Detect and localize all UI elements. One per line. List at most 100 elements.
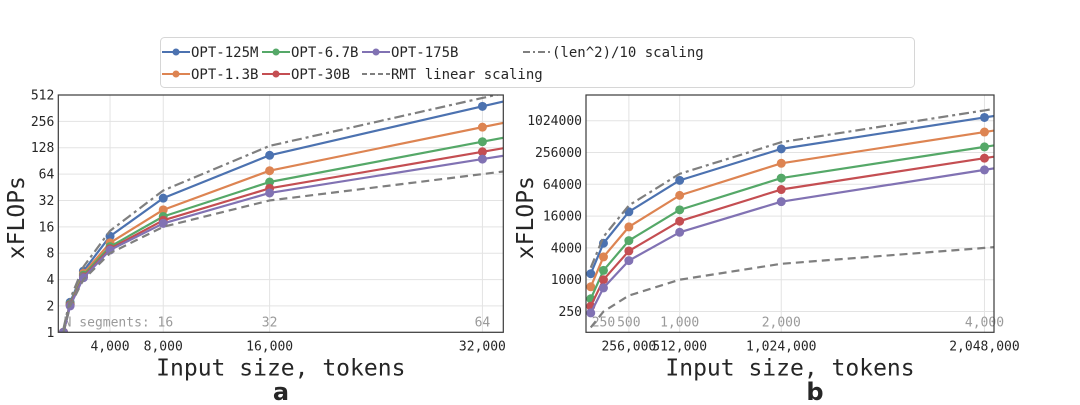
data-point bbox=[979, 153, 989, 163]
y-tick-label: 1024000 bbox=[527, 114, 582, 129]
data-point bbox=[776, 173, 786, 183]
data-point bbox=[776, 144, 786, 154]
legend-marker bbox=[272, 70, 280, 78]
data-point bbox=[78, 273, 88, 283]
data-point bbox=[477, 101, 487, 111]
legend-item: OPT-1.3B bbox=[162, 67, 258, 83]
data-point bbox=[477, 147, 487, 157]
chart-panel-a: 1 2 4 8 16 32 64 128 256 512 4,000 8,000 16,000 32,00… bbox=[4, 89, 506, 405]
data-point bbox=[265, 188, 275, 198]
y-tick-label: 128 bbox=[31, 141, 54, 156]
series-group bbox=[58, 95, 504, 333]
data-point bbox=[979, 127, 989, 137]
legend-item: OPT-30B bbox=[262, 67, 350, 83]
y-tick-label: 4 bbox=[46, 273, 54, 288]
data-point bbox=[586, 282, 596, 292]
legend-label: RMT linear scaling bbox=[391, 67, 543, 83]
legend-item: (len^2)/10 scaling bbox=[523, 45, 704, 61]
data-point bbox=[675, 227, 685, 237]
y-tick-label: 2 bbox=[46, 299, 54, 314]
data-point bbox=[477, 154, 487, 164]
x-tick-label: 32,000 bbox=[459, 339, 506, 354]
y-tick-label: 4000 bbox=[551, 241, 582, 256]
y-axis-label: xFLOPs bbox=[513, 176, 539, 259]
y-tick-label: 16 bbox=[39, 220, 55, 235]
x-tick-label: 2,048,000 bbox=[949, 339, 1019, 354]
data-point bbox=[776, 197, 786, 207]
series-line-opt-30b bbox=[589, 155, 994, 307]
legend-frame bbox=[160, 37, 915, 88]
x-tick-label: 8,000 bbox=[144, 339, 183, 354]
x-tick-label: 1,024,000 bbox=[746, 339, 816, 354]
data-point bbox=[586, 308, 596, 318]
data-point bbox=[776, 185, 786, 195]
series-line-opt-175b bbox=[589, 167, 994, 314]
series-line-rmt-linear-scaling bbox=[589, 246, 994, 329]
legend-item: RMT linear scaling bbox=[362, 67, 543, 83]
y-tick-label: 8 bbox=[46, 247, 54, 262]
data-point bbox=[598, 252, 608, 262]
x-tick-label: 256,000 bbox=[601, 339, 656, 354]
legend: OPT-125M OPT-1.3B OPT-6.7B OPT-30B OPT-175B R… bbox=[160, 37, 915, 88]
data-point bbox=[979, 112, 989, 122]
data-point bbox=[624, 222, 634, 232]
panel-label: a bbox=[273, 378, 289, 405]
legend-label: OPT-6.7B bbox=[291, 45, 358, 61]
y-tick-label: 16000 bbox=[543, 210, 582, 225]
data-point bbox=[598, 275, 608, 285]
segments-tick-label: N segments: 16 bbox=[64, 315, 174, 330]
y-tick-label: 1000 bbox=[551, 273, 582, 288]
segments-tick-label: 64 bbox=[475, 315, 491, 330]
y-tick-label: 250 bbox=[559, 305, 582, 320]
data-point bbox=[624, 236, 634, 246]
data-point bbox=[158, 205, 168, 215]
data-point bbox=[979, 142, 989, 152]
data-point bbox=[624, 256, 634, 266]
legend-label: OPT-125M bbox=[191, 45, 258, 61]
legend-marker bbox=[172, 70, 180, 78]
data-point bbox=[477, 122, 487, 132]
y-tick-label: 64000 bbox=[543, 178, 582, 193]
legend-item: OPT-6.7B bbox=[262, 45, 358, 61]
data-point bbox=[265, 166, 275, 176]
data-point bbox=[675, 205, 685, 215]
x-axis-label: Input size, tokens bbox=[665, 355, 914, 381]
data-point bbox=[265, 177, 275, 187]
series-line--len-2-10-scaling bbox=[62, 95, 501, 329]
y-tick-label: 32 bbox=[39, 194, 55, 209]
series-group bbox=[586, 107, 994, 329]
y-tick-label: 256 bbox=[31, 115, 54, 130]
y-tick-label: 512 bbox=[31, 89, 54, 104]
legend-marker bbox=[172, 48, 180, 56]
y-tick-label: 64 bbox=[39, 168, 55, 183]
data-point bbox=[158, 193, 168, 203]
data-point bbox=[598, 265, 608, 275]
x-axis-label: Input size, tokens bbox=[156, 355, 405, 381]
legend-item: OPT-175B bbox=[362, 45, 458, 61]
segments-tick-label: 32 bbox=[262, 315, 278, 330]
series-line-rmt-linear-scaling bbox=[62, 170, 504, 333]
series-line--len-2-10-scaling bbox=[589, 107, 994, 269]
data-point bbox=[675, 175, 685, 185]
data-point bbox=[265, 150, 275, 160]
segments-tick-label: 500 bbox=[617, 315, 640, 330]
data-point bbox=[598, 283, 608, 293]
x-tick-label: 16,000 bbox=[246, 339, 293, 354]
segments-tick-label: 1,000 bbox=[660, 315, 699, 330]
x-tick-label: 512,000 bbox=[652, 339, 707, 354]
legend-label: OPT-30B bbox=[291, 67, 350, 83]
legend-label: OPT-1.3B bbox=[191, 67, 258, 83]
y-axis-label: xFLOPs bbox=[4, 176, 30, 259]
x-tick-label: 4,000 bbox=[90, 339, 129, 354]
legend-item: OPT-125M bbox=[162, 45, 258, 61]
data-point bbox=[586, 269, 596, 279]
legend-label: OPT-175B bbox=[391, 45, 458, 61]
segments-tick-label: 250 bbox=[592, 315, 615, 330]
plot-frame bbox=[57, 94, 504, 333]
chart-panel-b: 250 1000 4000 16000 64000 256000 1024000 256,00… bbox=[513, 94, 1020, 405]
legend-marker bbox=[272, 48, 280, 56]
segments-tick-label: 4,000 bbox=[965, 315, 1004, 330]
data-point bbox=[624, 246, 634, 256]
data-point bbox=[979, 165, 989, 175]
